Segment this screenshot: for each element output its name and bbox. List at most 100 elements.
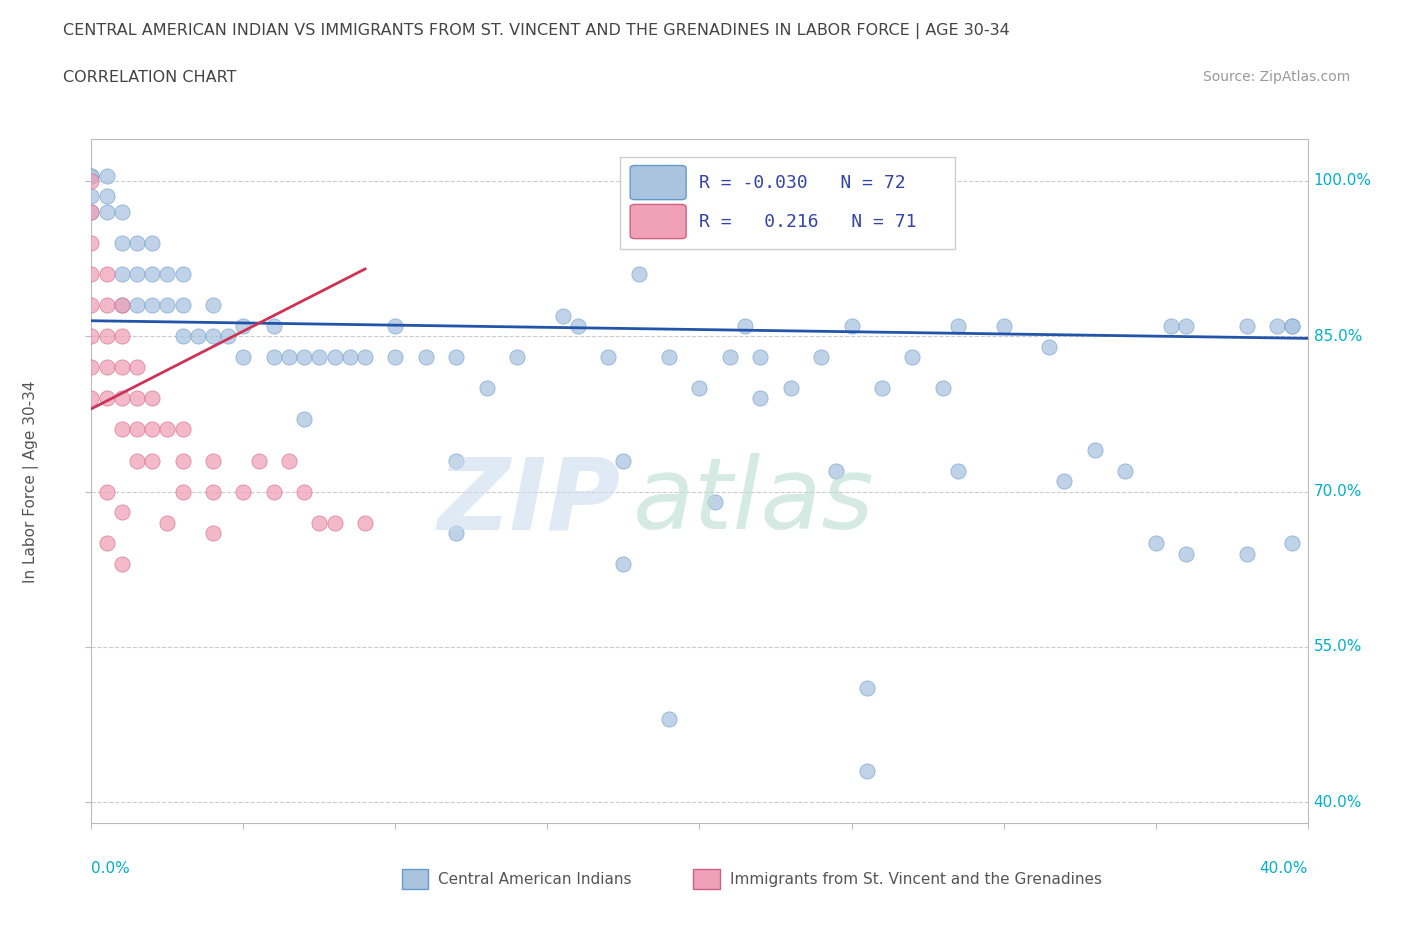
Point	[444, 350, 467, 365]
Text: 85.0%: 85.0%	[1313, 329, 1362, 344]
FancyBboxPatch shape	[630, 205, 686, 239]
Point	[931, 380, 953, 395]
Text: CENTRAL AMERICAN INDIAN VS IMMIGRANTS FROM ST. VINCENT AND THE GRENADINES IN LAB: CENTRAL AMERICAN INDIAN VS IMMIGRANTS FR…	[63, 23, 1010, 39]
Point	[825, 463, 848, 478]
Point	[96, 189, 118, 204]
Point	[111, 422, 134, 437]
Point	[278, 350, 301, 365]
Point	[232, 350, 254, 365]
Point	[749, 391, 772, 405]
Point	[444, 525, 467, 540]
Point	[111, 267, 134, 282]
Point	[125, 360, 148, 375]
Point	[658, 712, 681, 727]
Point	[292, 350, 315, 365]
Point	[323, 515, 346, 530]
Point	[612, 453, 634, 468]
Point	[141, 422, 163, 437]
Text: 40.0%: 40.0%	[1313, 795, 1362, 810]
Point	[1174, 546, 1197, 561]
Point	[567, 318, 589, 333]
Point	[125, 298, 148, 312]
Point	[444, 453, 467, 468]
Text: R =   0.216   N = 71: R = 0.216 N = 71	[699, 213, 917, 231]
Point	[125, 267, 148, 282]
Point	[156, 298, 179, 312]
Point	[156, 515, 179, 530]
Point	[156, 422, 179, 437]
Point	[141, 391, 163, 405]
Point	[172, 485, 194, 499]
Bar	[402, 869, 429, 889]
Point	[96, 360, 118, 375]
Point	[80, 267, 103, 282]
Bar	[693, 869, 720, 889]
Point	[96, 168, 118, 183]
Point	[80, 168, 103, 183]
Point	[749, 350, 772, 365]
Point	[232, 318, 254, 333]
Point	[111, 205, 134, 219]
Point	[339, 350, 361, 365]
Point	[855, 764, 877, 778]
Point	[993, 318, 1015, 333]
Point	[703, 495, 725, 510]
Point	[111, 505, 134, 520]
Point	[125, 453, 148, 468]
Point	[841, 318, 863, 333]
Point	[901, 350, 924, 365]
Point	[96, 485, 118, 499]
Point	[111, 298, 134, 312]
Point	[96, 267, 118, 282]
Point	[718, 350, 741, 365]
Point	[172, 329, 194, 344]
Point	[141, 453, 163, 468]
Point	[172, 267, 194, 282]
Point	[96, 536, 118, 551]
Point	[308, 515, 330, 530]
Point	[292, 485, 315, 499]
Point	[551, 308, 574, 323]
Point	[354, 515, 377, 530]
Point	[96, 391, 118, 405]
Point	[1236, 318, 1258, 333]
Point	[1281, 536, 1303, 551]
Point	[141, 298, 163, 312]
Point	[217, 329, 239, 344]
FancyBboxPatch shape	[630, 166, 686, 200]
Point	[734, 318, 756, 333]
Point	[202, 525, 225, 540]
Point	[80, 298, 103, 312]
Point	[308, 350, 330, 365]
Point	[80, 168, 103, 183]
Point	[323, 350, 346, 365]
Point	[658, 350, 681, 365]
Point	[80, 205, 103, 219]
Point	[1160, 318, 1182, 333]
Point	[125, 391, 148, 405]
Point	[202, 298, 225, 312]
Point	[263, 350, 285, 365]
Point	[354, 350, 377, 365]
Point	[1114, 463, 1136, 478]
Text: 70.0%: 70.0%	[1313, 485, 1362, 499]
Text: Source: ZipAtlas.com: Source: ZipAtlas.com	[1202, 70, 1350, 84]
Point	[1265, 318, 1288, 333]
Point	[1038, 339, 1060, 354]
Point	[80, 174, 103, 189]
Point	[172, 453, 194, 468]
Point	[263, 485, 285, 499]
Point	[125, 422, 148, 437]
Text: 100.0%: 100.0%	[1313, 173, 1372, 189]
Point	[80, 329, 103, 344]
Point	[946, 318, 969, 333]
Point	[111, 235, 134, 250]
Point	[80, 391, 103, 405]
Point	[141, 235, 163, 250]
Point	[855, 681, 877, 696]
Point	[172, 298, 194, 312]
Point	[278, 453, 301, 468]
Point	[1236, 546, 1258, 561]
Point	[1174, 318, 1197, 333]
Point	[688, 380, 710, 395]
